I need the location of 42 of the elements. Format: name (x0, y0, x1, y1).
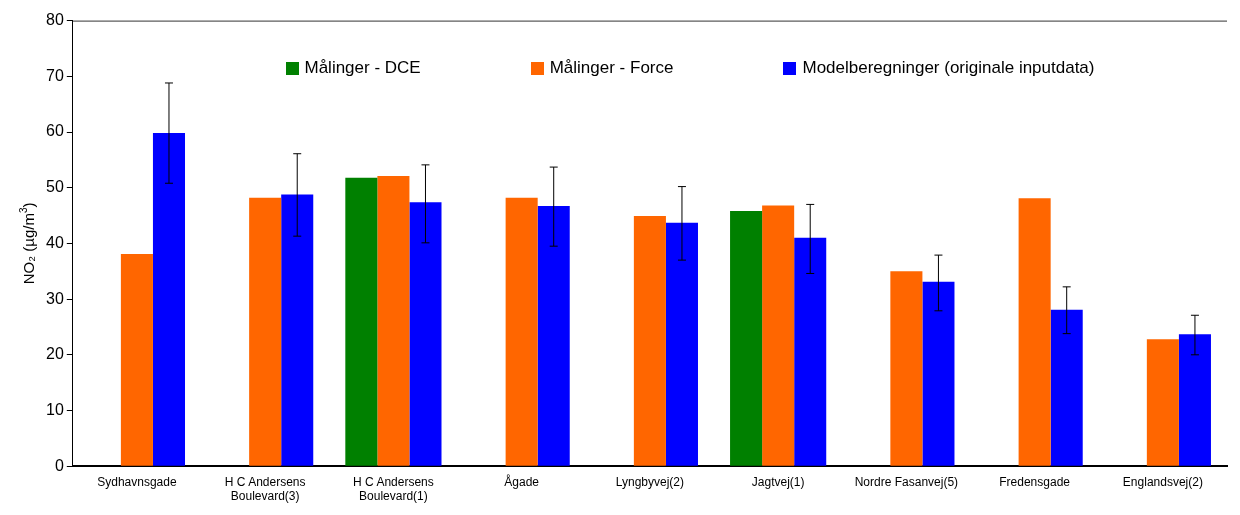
bar (890, 271, 923, 466)
y-axis-title: NO₂ (µg/m3) (17, 202, 38, 285)
bar (152, 133, 186, 466)
bar (409, 202, 442, 466)
bar (120, 253, 153, 466)
y-tick-label: 80 (46, 11, 64, 29)
x-tick-label: Sydhavnsgade (97, 474, 177, 489)
bar (377, 176, 410, 466)
legend-label: Målinger - DCE (304, 58, 421, 78)
bar (1018, 198, 1051, 466)
y-tick-label: 20 (46, 345, 64, 363)
x-tick-label: Englandsvej(2) (1122, 474, 1203, 489)
y-tick-label: 10 (46, 400, 64, 418)
bar (762, 205, 795, 466)
legend-label: Modelberegninger (originale inputdata) (802, 58, 1095, 78)
x-tick-label: H C Andersens Boulevard(1) (353, 474, 434, 504)
y-tick-label: 30 (46, 289, 64, 307)
bar (505, 197, 538, 466)
x-tick-label: Ågade (504, 473, 540, 489)
legend-label: Målinger - Force (549, 58, 674, 78)
bar (633, 216, 666, 466)
bar (922, 281, 955, 466)
y-tick-label: 0 (54, 456, 64, 474)
bar (794, 237, 827, 466)
bar (1178, 334, 1211, 466)
y-tick-label: 40 (46, 233, 64, 251)
bar (730, 211, 763, 466)
y-tick-label: 70 (46, 66, 64, 84)
bar (1050, 309, 1083, 466)
x-tick-label: Nordre Fasanvej(5) (854, 474, 959, 489)
bar (1146, 339, 1179, 466)
bar (249, 197, 282, 466)
x-tick-label: H C Andersens Boulevard(3) (224, 474, 306, 504)
bar (345, 177, 378, 466)
x-tick-label: Jagtvej(1) (751, 474, 805, 489)
x-tick-label: Lyngbyvej(2) (615, 474, 685, 489)
x-tick-label: Fredensgade (999, 474, 1071, 489)
bar (281, 194, 314, 466)
y-tick-label: 60 (46, 122, 64, 140)
bar (537, 206, 570, 466)
y-tick-label: 50 (46, 178, 64, 196)
bar (665, 222, 698, 466)
